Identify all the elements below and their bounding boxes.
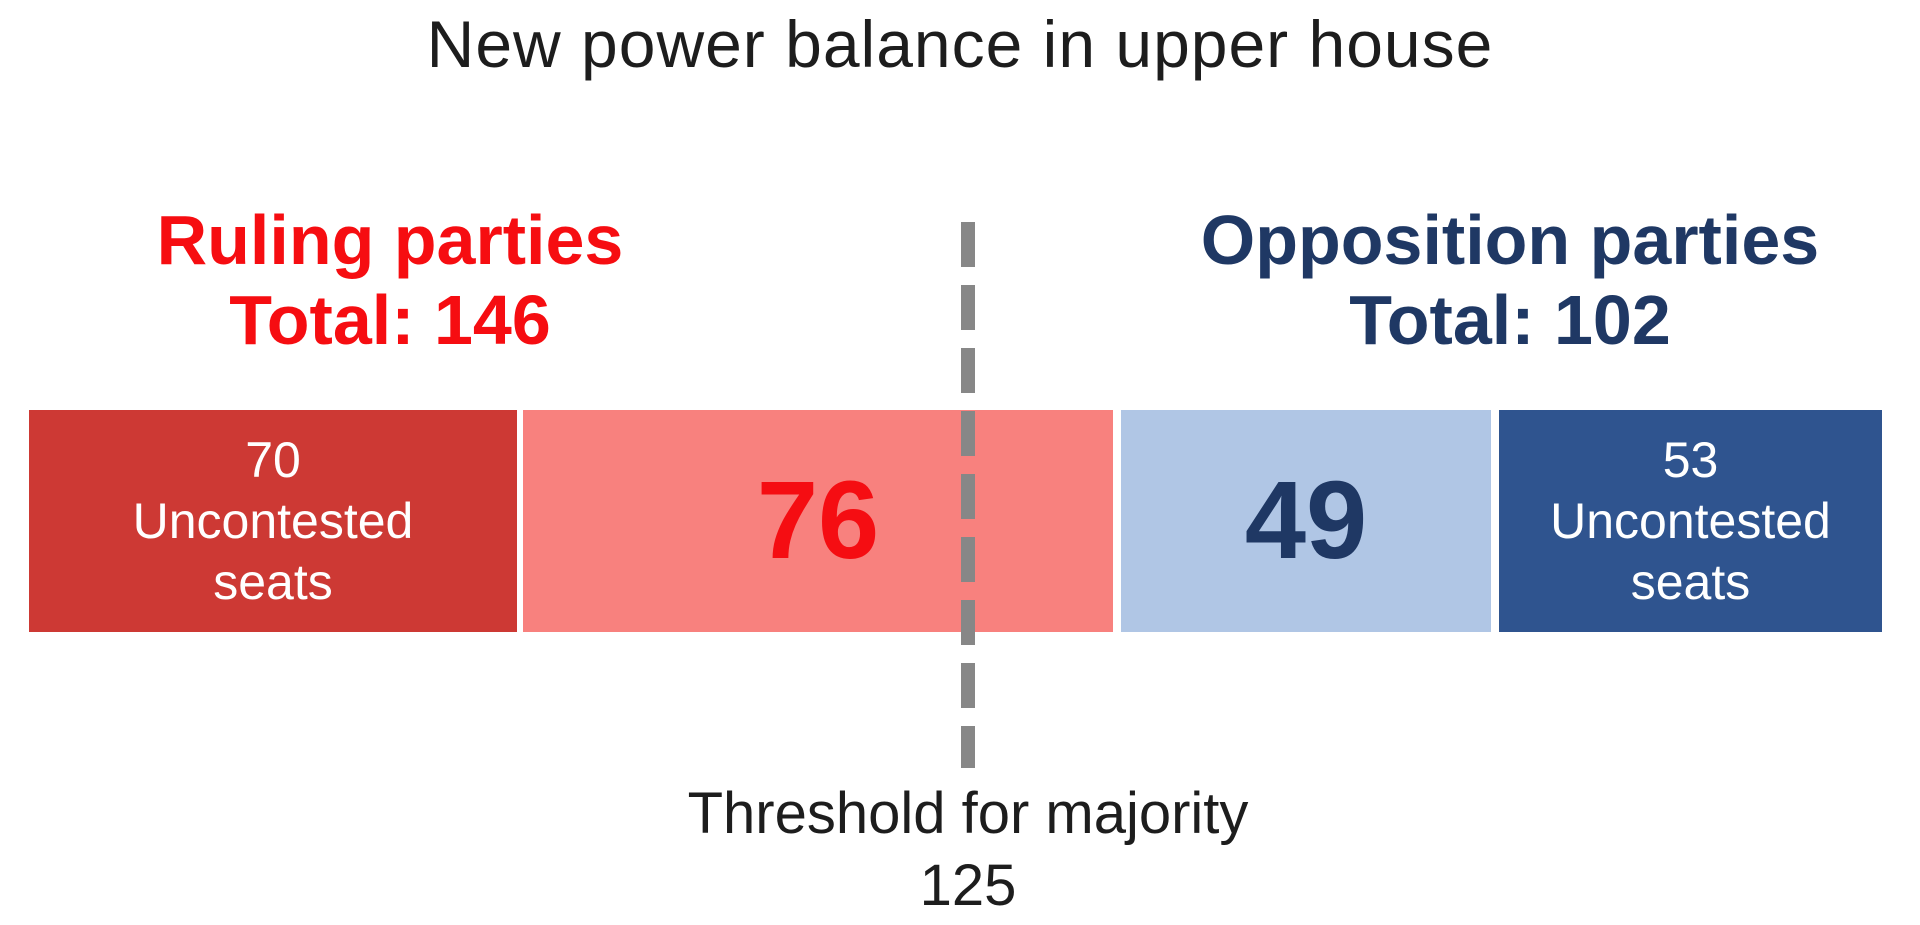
opposition-parties-total: Total: 102 [1349, 281, 1671, 359]
ruling-parties-name: Ruling parties [156, 201, 624, 279]
segment-opposition-contested-value: 49 [1244, 459, 1368, 582]
segment-ruling-uncontested: 70 Uncontested seats [29, 410, 517, 632]
segment-opposition-uncontested-label-line1: Uncontested [1550, 492, 1831, 549]
chart-title: New power balance in upper house [426, 7, 1494, 81]
segment-ruling-uncontested-label-line2: seats [213, 553, 333, 610]
threshold-value: 125 [919, 853, 1017, 918]
segment-opposition-uncontested: 53 Uncontested seats [1499, 410, 1882, 632]
opposition-parties-name: Opposition parties [1200, 201, 1820, 279]
segment-ruling-contested-value: 76 [756, 459, 880, 582]
segment-ruling-uncontested-label-line1: Uncontested [132, 492, 414, 549]
ruling-parties-total: Total: 146 [229, 281, 551, 359]
opposition-parties-header: Opposition parties Total: 102 [1170, 200, 1850, 360]
segment-ruling-contested: 76 [523, 410, 1113, 632]
threshold-label: Threshold for majority [687, 781, 1249, 846]
majority-threshold-dashed-line [961, 222, 975, 768]
segment-opposition-uncontested-value: 53 [1662, 431, 1719, 488]
segment-opposition-uncontested-label-line2: seats [1630, 553, 1751, 610]
segment-opposition-contested: 49 [1121, 410, 1491, 632]
ruling-parties-header: Ruling parties Total: 146 [40, 200, 740, 360]
majority-threshold-caption: Threshold for majority 125 [468, 778, 1468, 922]
segment-ruling-uncontested-value: 70 [245, 431, 301, 488]
